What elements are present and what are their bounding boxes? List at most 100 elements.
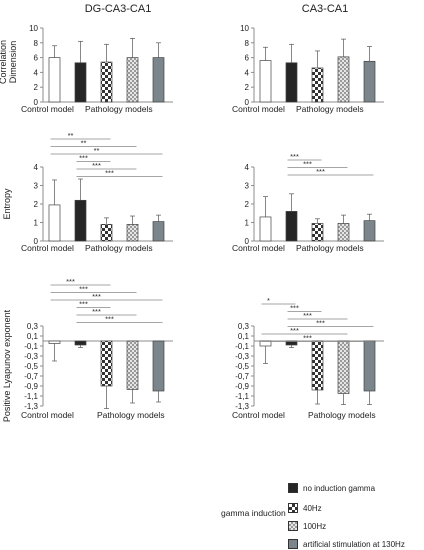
significance-label: *** [79, 154, 88, 163]
bar [337, 340, 350, 394]
y-tick-label: 4 [245, 163, 250, 172]
y-tick-label: 3 [34, 182, 39, 191]
y-tick-label: -0,7 [235, 372, 249, 381]
chart-panel: 0 1 2 3 4 Control model Pathology models Entrop… [2, 131, 173, 253]
bar [285, 211, 298, 242]
bar [363, 60, 376, 103]
bar [337, 56, 350, 103]
significance-label: ** [81, 139, 87, 148]
y-tick-label: 3 [245, 182, 250, 191]
bar [74, 199, 87, 242]
bar [100, 224, 113, 242]
significance-label: ** [68, 131, 74, 140]
significance-label: *** [290, 152, 299, 161]
chart-panel: 0 2 4 6 8 10 Control model Pathology models Corr… [0, 24, 173, 114]
bar [152, 221, 165, 242]
bar [126, 57, 139, 103]
significance-label: *** [316, 319, 325, 328]
significance-label: *** [290, 326, 299, 335]
significance-label: *** [92, 292, 101, 301]
bar [152, 340, 165, 392]
x-label-control: Control model [232, 410, 285, 420]
chart-panel: 0,30,1-0,1-0,3-0,5-0,7-0,9-1,1-1,3Contro… [2, 277, 173, 422]
x-label-control: Control model [232, 104, 285, 114]
significance-label: *** [316, 167, 325, 176]
y-tick-label: 0 [245, 98, 250, 107]
y-tick-label: 8 [245, 39, 250, 48]
significance-label: *** [79, 300, 88, 309]
significance-label: * [267, 296, 270, 305]
y-tick-label: -0,9 [235, 382, 249, 391]
y-tick-label: -0,1 [24, 342, 38, 351]
left-column-title: DG-CA3-CA1 [85, 3, 152, 15]
bar [363, 220, 376, 242]
y-tick-label: 10 [29, 24, 38, 33]
significance-label: *** [92, 161, 101, 170]
x-label-control: Control model [21, 410, 74, 420]
chart-panel: 0 2 4 6 8 10 Control model Pathology models [232, 24, 384, 114]
y-tick-label: -0,3 [24, 352, 38, 361]
y-tick-label: 0,3 [238, 322, 250, 331]
significance-label: *** [92, 307, 101, 316]
bar [48, 204, 61, 242]
x-label-pathology: Pathology models [85, 243, 153, 253]
y-tick-label: -1,1 [24, 392, 38, 401]
y-tick-label: 2 [34, 200, 39, 209]
y-tick-label: -0,7 [24, 372, 38, 381]
y-tick-label: -0,3 [235, 352, 249, 361]
y-tick-label: 4 [34, 163, 39, 172]
y-tick-label: 6 [245, 54, 250, 63]
y-tick-label: 0,1 [27, 332, 39, 341]
y-tick-label: -0,1 [235, 342, 249, 351]
y-tick-label: -0,5 [24, 362, 38, 371]
chart-panel: 0 1 2 3 4 Control model Pathology models *** ***… [232, 152, 384, 253]
significance-label: *** [105, 169, 114, 178]
y-axis-label: Entropy [2, 188, 12, 220]
y-tick-label: 10 [240, 24, 249, 33]
x-label-pathology: Pathology models [296, 104, 364, 114]
right-column-title: CA3-CA1 [302, 3, 348, 15]
y-tick-label: -0,9 [24, 382, 38, 391]
chart-panel: 0,30,1-0,1-0,3-0,5-0,7-0,9-1,1-1,3Contro… [232, 296, 384, 420]
bar [100, 61, 113, 103]
y-tick-label: -1,1 [235, 392, 249, 401]
x-label-pathology: Pathology models [308, 410, 376, 420]
y-axis-label: Correlation [0, 40, 8, 84]
x-label-pathology: Pathology models [85, 104, 153, 114]
bar [259, 216, 272, 242]
significance-label: *** [105, 315, 114, 324]
y-tick-label: 6 [34, 54, 39, 63]
y-tick-label: 1 [245, 219, 250, 228]
significance-label: *** [290, 304, 299, 313]
significance-label: *** [303, 311, 312, 320]
y-tick-label: -0,5 [235, 362, 249, 371]
y-tick-label: 0 [245, 237, 250, 246]
significance-label: ** [94, 146, 100, 155]
y-tick-label: 0 [34, 237, 39, 246]
bar [311, 223, 324, 242]
significance-label: *** [303, 334, 312, 343]
bar [259, 60, 272, 103]
y-tick-label: -1,3 [235, 402, 249, 411]
bar [363, 340, 376, 392]
x-label-control: Control model [232, 243, 285, 253]
bar [126, 340, 139, 390]
y-axis-label: Dimension [8, 41, 18, 84]
y-tick-label: 0,3 [27, 322, 39, 331]
significance-label: *** [303, 160, 312, 169]
y-tick-label: 1 [34, 219, 39, 228]
bar [48, 340, 61, 344]
bar [337, 223, 350, 242]
bar [126, 224, 139, 242]
x-label-pathology: Pathology models [296, 243, 364, 253]
x-label-pathology: Pathology models [97, 410, 165, 420]
bar [152, 57, 165, 103]
y-tick-label: 4 [245, 68, 250, 77]
y-tick-label: 0 [34, 98, 39, 107]
y-tick-label: 2 [245, 200, 250, 209]
bar [74, 340, 87, 346]
significance-label: *** [79, 285, 88, 294]
bar [100, 340, 113, 387]
bar [285, 62, 298, 103]
